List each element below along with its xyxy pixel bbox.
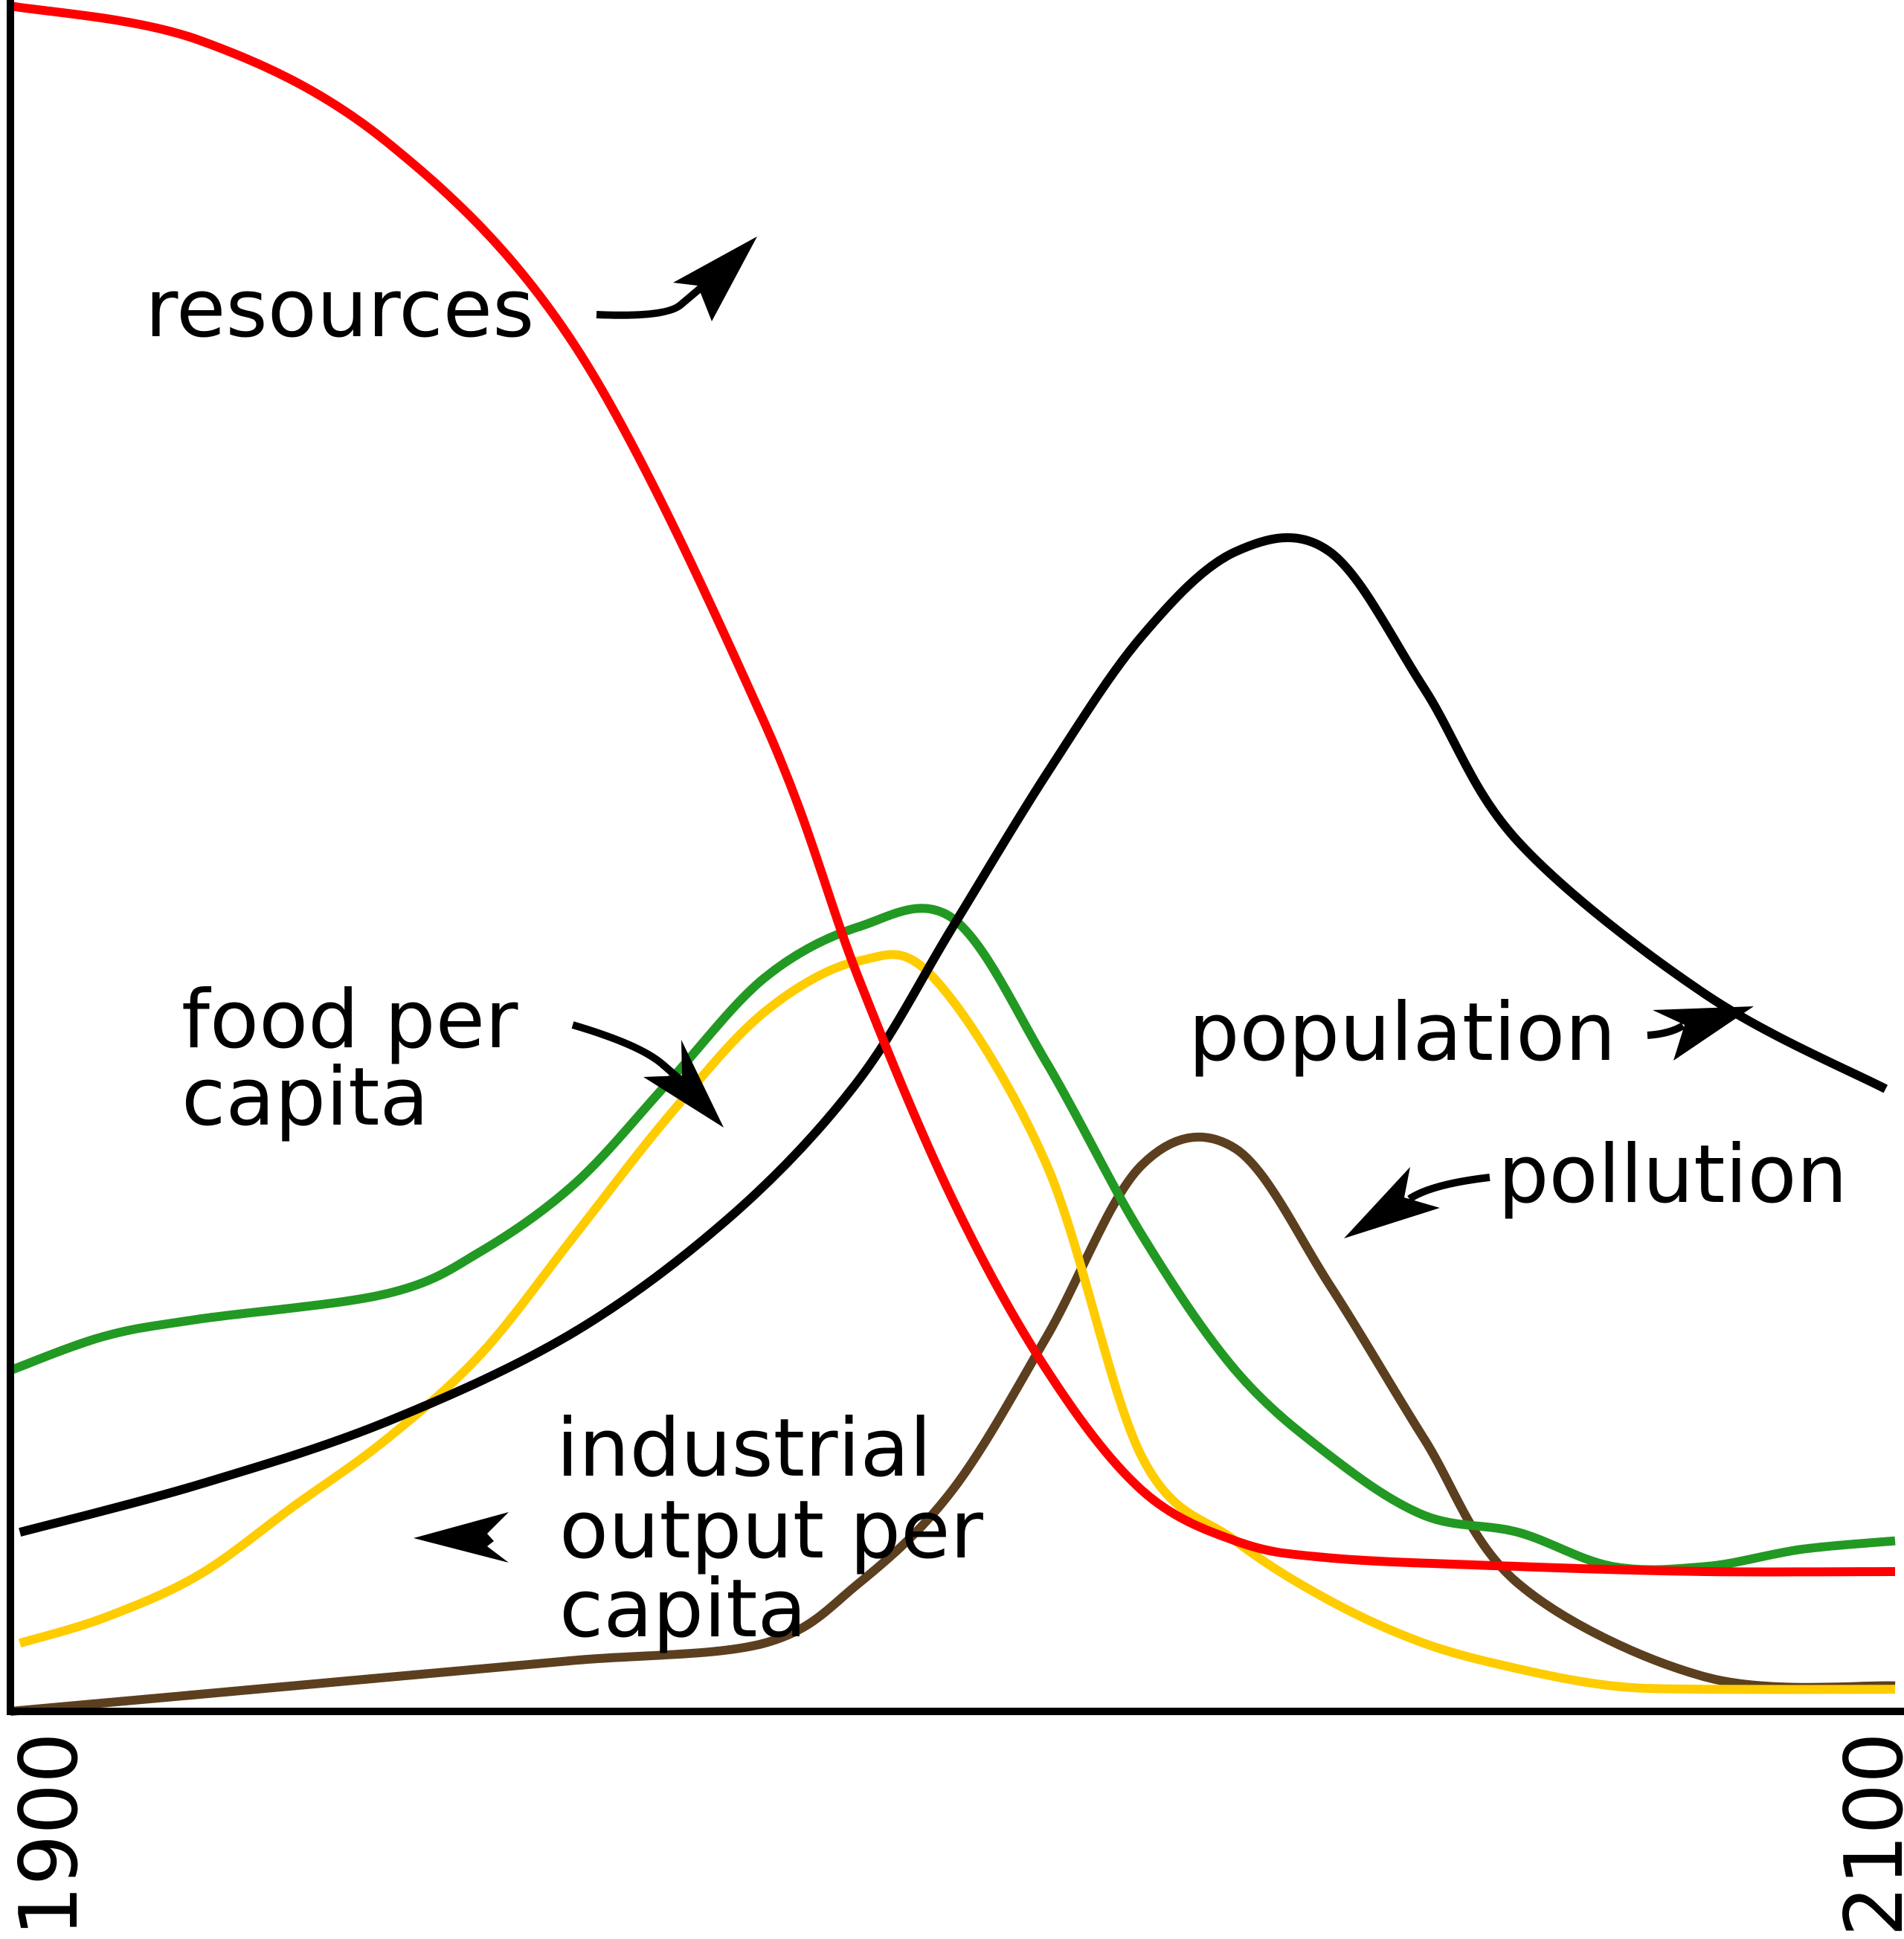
x-tick-label-start: 1900 (3, 1732, 96, 1937)
population-arrow (1647, 1006, 1754, 1061)
series-line-population (19, 533, 1888, 1537)
industrial-output-label-line2: output per (559, 1484, 984, 1577)
series-curves (8, 1, 1896, 1716)
resources-label: resources (145, 263, 534, 356)
series-line-food (8, 904, 1896, 1575)
annotation-arrows (414, 237, 1754, 1563)
series-line-pollution (10, 1132, 1896, 1716)
curve-labels: resources food per capita population pol… (145, 263, 1847, 1656)
food-per-capita-arrow (571, 1021, 724, 1128)
axes (7, 0, 1904, 1715)
pollution-arrow (1344, 1167, 1490, 1238)
resources-arrow (596, 237, 757, 321)
industrial-output-label-line1: industrial (556, 1402, 932, 1495)
pollution-label: pollution (1498, 1128, 1847, 1221)
series-line-resources (9, 1, 1896, 1577)
x-tick-labels: 1900 2100 (3, 1732, 1904, 1937)
industrial-output-label-line3: capita (559, 1563, 807, 1656)
food-per-capita-label-line1: food per (181, 974, 518, 1067)
food-per-capita-label-line2: capita (181, 1051, 429, 1144)
industrial-output-arrow (414, 1512, 509, 1563)
population-label: population (1189, 986, 1616, 1079)
x-tick-label-end: 2100 (1828, 1732, 1904, 1937)
